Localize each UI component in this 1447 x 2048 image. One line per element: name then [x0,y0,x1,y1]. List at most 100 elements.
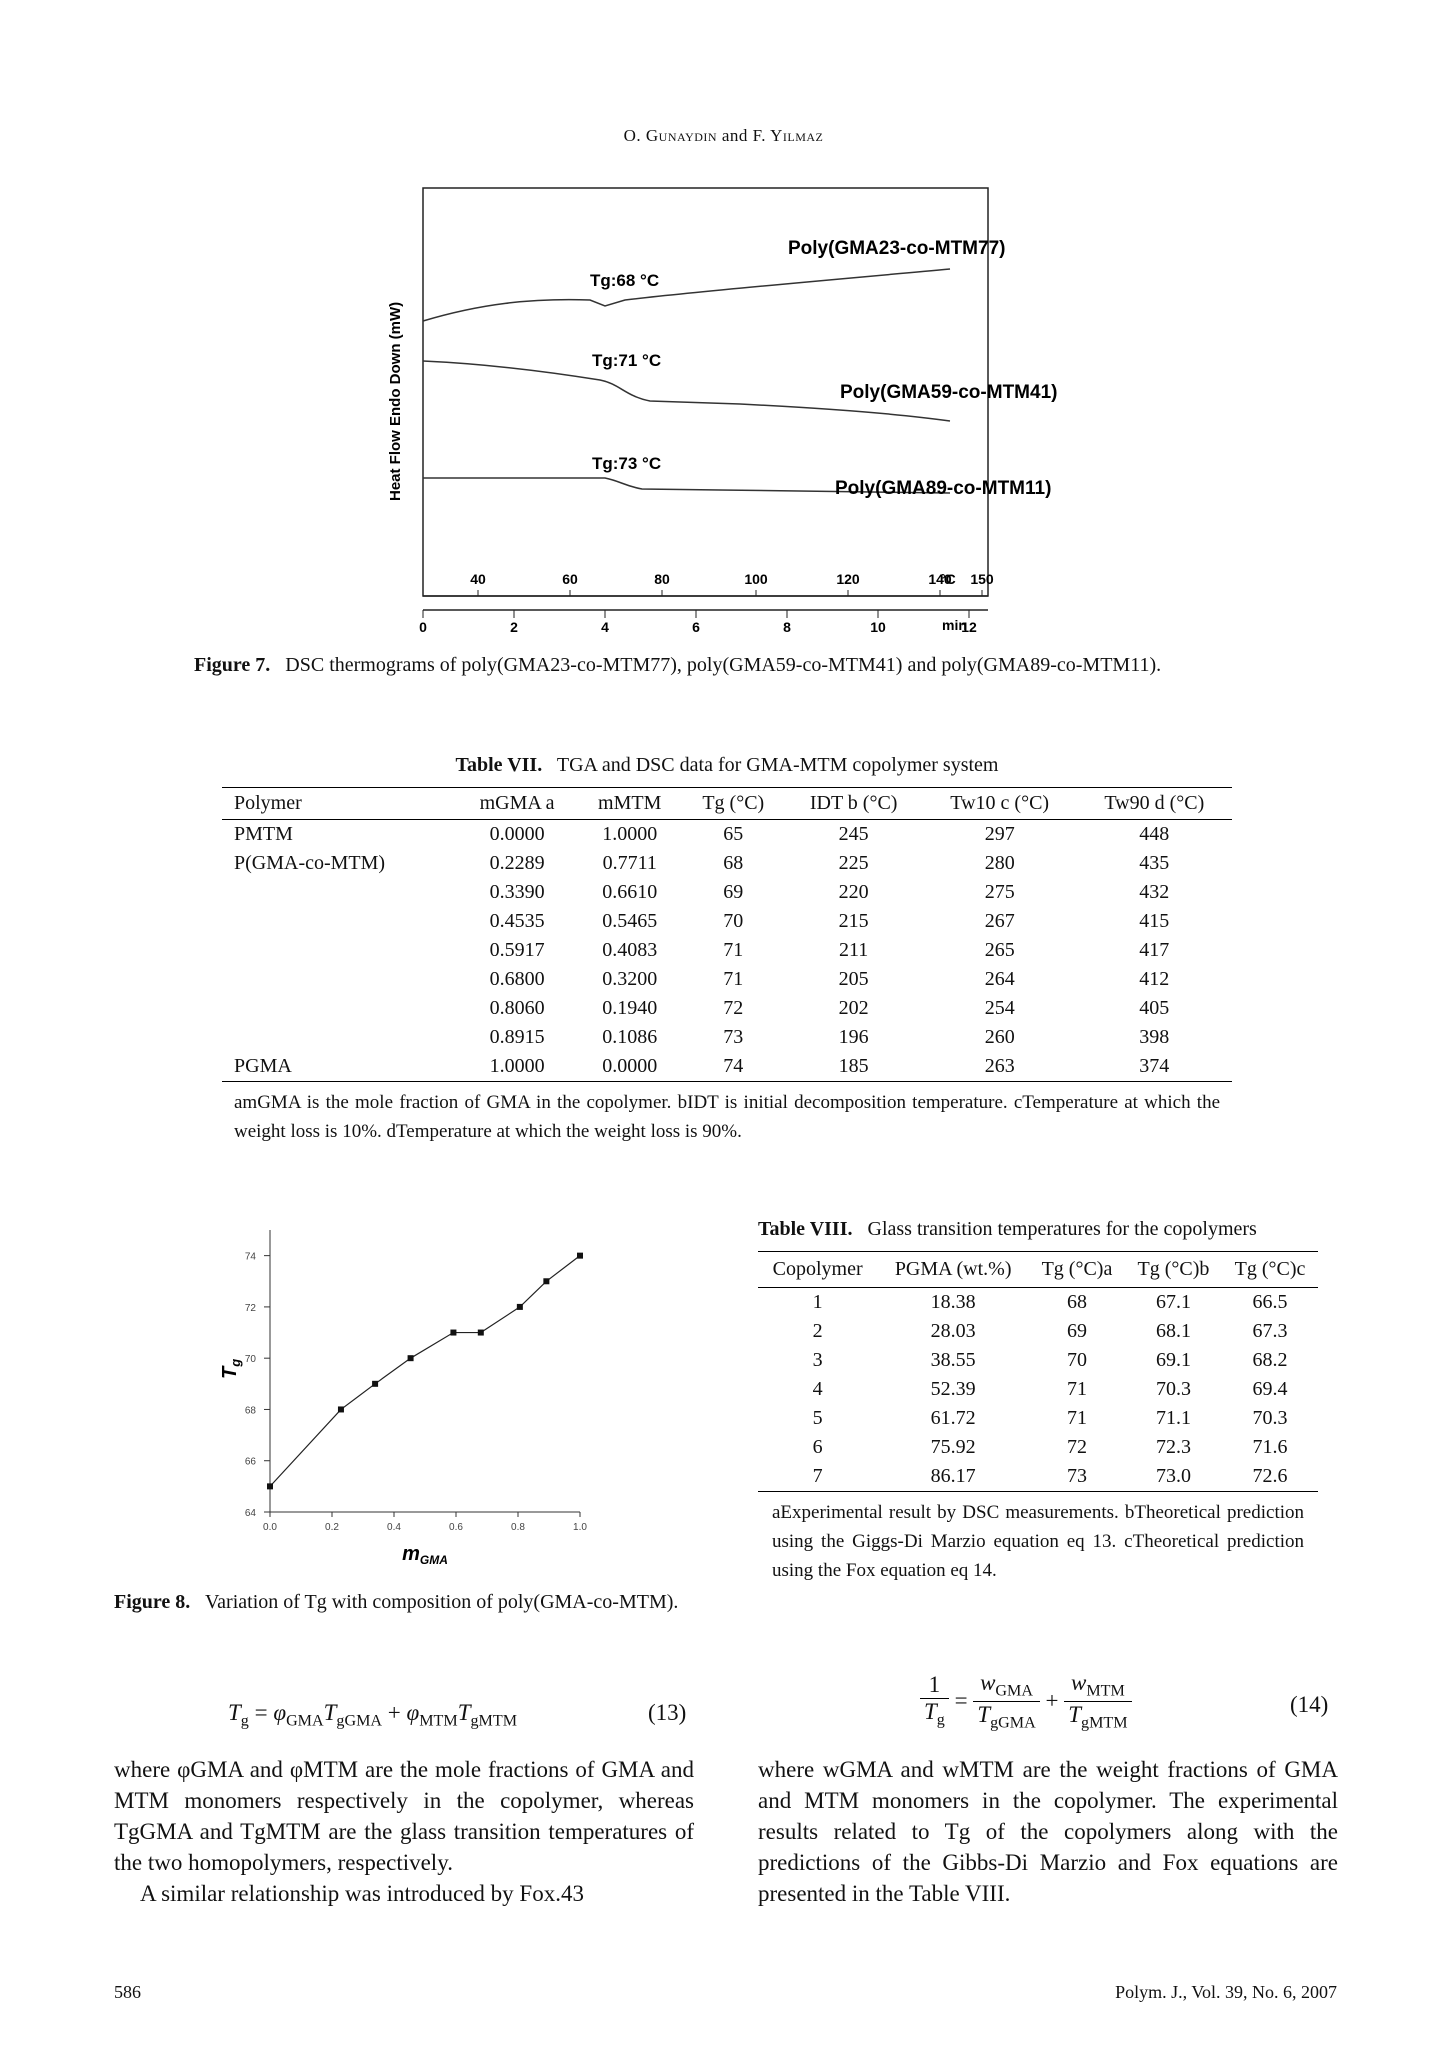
figure-8: 0.0 0.2 0.4 0.6 0.8 1.0 64 66 68 70 72 74 mGMA Tg [200,1220,600,1570]
tg-composition-chart: 0.0 0.2 0.4 0.6 0.8 1.0 64 66 68 70 72 74 mGMA Tg [219,1230,587,1567]
table-cell: 28.03 [930,1320,976,1342]
table-cell: 69.1 [1155,1349,1191,1371]
table-vii-header: Tw90 d (°C) [1076,787,1232,820]
table-cell: 0.5465 [602,910,658,932]
table-cell [222,878,457,907]
table-cell: 69 [723,881,744,903]
table-vii-header: mGMA a [456,787,578,820]
table-vii-title-text: TGA and DSC data for GMA-MTM copolymer s… [556,754,999,776]
table-vii-header: Tg (°C) [682,787,785,820]
table-cell: 0.0000 [489,823,545,845]
table-cell: 68 [723,852,744,874]
curve-label-1: Poly(GMA23-co-MTM77) [788,238,1005,259]
table-viii-label: Table VIII. [758,1218,853,1240]
data-point [372,1380,379,1387]
table-cell: 38.55 [930,1349,976,1371]
table-row: 4 52.39 71 70.3 69.4 [758,1375,1318,1404]
table-cell: 1 [812,1291,823,1313]
table-row: 0.5917 0.4083 71 211 265 417 [222,936,1232,965]
table-cell: 0.4535 [489,910,545,932]
table-cell: 0.5917 [489,939,545,961]
author-1: O. Gunaydin [623,126,718,145]
figure-7-caption-text: DSC thermograms of poly(GMA23-co-MTM77),… [285,654,1162,676]
series-line [269,1255,581,1487]
figure-8-caption: Figure 8. Variation of Tg with compositi… [114,1588,694,1616]
table-cell: 73 [1029,1462,1125,1492]
table-cell: 66.5 [1252,1291,1288,1313]
x-tick-label: 1.0 [573,1522,587,1533]
time-tick-label: 6 [692,619,700,635]
table-cell: 0.8060 [489,997,545,1019]
right-column: where wGMA and wMTM are the weight fract… [758,1754,1338,1909]
equation-13-number: (13) [648,1700,687,1725]
table-vii-label: Table VII. [455,754,543,776]
x-tick-label: 0.0 [263,1522,277,1533]
table-cell: 435 [1139,852,1170,874]
table-row: 0.6800 0.3200 71 205 264 412 [222,965,1232,994]
table-cell: 71 [723,968,744,990]
table-cell [222,936,457,965]
table-cell: 0.3390 [489,881,545,903]
table-cell: 0.2289 [489,852,545,874]
table-cell [222,1023,457,1052]
journal-citation: Polym. J., Vol. 39, No. 6, 2007 [1115,1982,1337,2002]
y-tick-label: 70 [245,1354,257,1365]
table-cell: 0.1940 [602,997,658,1019]
data-point [577,1252,583,1259]
table-cell: 71.1 [1155,1407,1191,1429]
table-cell: 374 [1076,1052,1232,1082]
table-cell: 2 [812,1320,823,1342]
table-cell: P(GMA-co-MTM) [234,852,386,874]
table-cell: 0.7711 [602,852,657,874]
table-cell: 202 [838,997,869,1019]
temp-tick-label: 140 [928,571,952,587]
table-cell: 1.0000 [602,823,658,845]
time-tick-label: 12 [961,619,977,635]
table-row: 3 38.55 70 69.1 68.2 [758,1346,1318,1375]
page-number: 586 [114,1982,141,2002]
running-header: O. Gunaydin and F. Yilmaz [0,126,1447,146]
left-column: where φGMA and φMTM are the mole fractio… [114,1754,694,1909]
table-cell: 405 [1139,997,1170,1019]
table-cell: 72 [1066,1436,1087,1458]
time-tick-label: 8 [783,619,791,635]
table-cell: 73.0 [1124,1462,1223,1492]
dsc-thermogram: Tg:68 °C Poly(GMA23-co-MTM77) Tg:71 °C P… [387,187,1057,635]
table-cell: 0.3200 [602,968,658,990]
table-vii-header: Tw10 c (°C) [922,787,1077,820]
table-cell: 18.38 [930,1291,976,1313]
tg-label-2: Tg:71 °C [592,351,661,370]
curve-2 [422,360,951,422]
x-axis-label: mGMA [402,1543,448,1567]
left-paragraph-2: A similar relationship was introduced by… [140,1881,584,1906]
table-cell: 6 [812,1436,823,1458]
table-cell: 297 [984,823,1015,845]
table-vii: Table VII. TGA and DSC data for GMA-MTM … [222,754,1232,1146]
y-tick-label: 66 [245,1457,257,1468]
temp-tick-label: 100 [744,571,768,587]
x-tick-label: 0.8 [511,1522,525,1533]
table-cell: 68.1 [1155,1320,1191,1342]
table-viii: Table VIII. Glass transition temperature… [758,1218,1318,1585]
table-cell: 73 [723,1026,744,1048]
table-cell: 267 [984,910,1015,932]
table-cell: 5 [812,1407,823,1429]
table-cell: 448 [1139,823,1170,845]
curve-label-3: Poly(GMA89-co-MTM11) [835,478,1051,499]
table-cell: 1.0000 [456,1052,578,1082]
table-viii-footnote: aExperimental result by DSC measurements… [772,1502,1304,1581]
table-row: 0.3390 0.6610 69 220 275 432 [222,878,1232,907]
table-cell [222,965,457,994]
right-paragraph-1: where wGMA and wMTM are the weight fract… [758,1757,1338,1906]
temp-unit: °C [940,571,956,587]
table-cell: 4 [812,1378,823,1400]
table-cell: 72.3 [1155,1436,1191,1458]
table-vii-header: IDT b (°C) [784,787,923,820]
figure-7-label: Figure 7. [194,654,271,676]
table-cell: 0.0000 [577,1052,682,1082]
table-cell: 71 [723,939,744,961]
temp-tick-label: 80 [654,571,670,587]
equation-13: Tg = φGMATgGMA + φMTMTgMTM [228,1700,517,1730]
table-row: 6 75.92 72 72.3 71.6 [758,1433,1318,1462]
time-tick-label: 0 [419,619,427,635]
